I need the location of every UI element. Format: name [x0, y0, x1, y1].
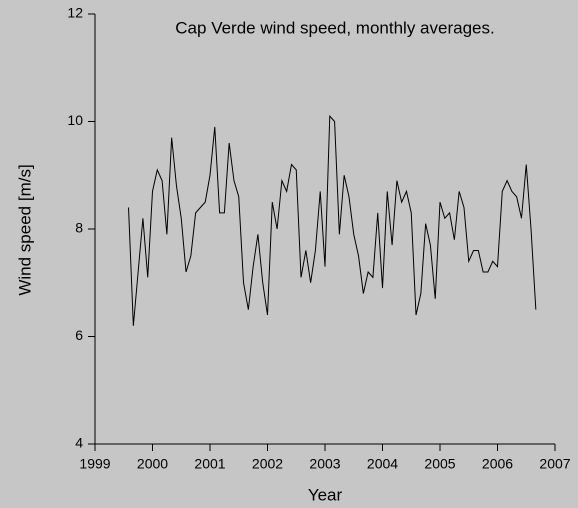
x-tick-label: 2001 — [194, 456, 225, 472]
x-tick-label: 2003 — [309, 456, 340, 472]
x-tick-label: 2005 — [424, 456, 455, 472]
y-tick-label: 4 — [75, 435, 83, 451]
x-tick-label: 2006 — [482, 456, 513, 472]
chart-title: Cap Verde wind speed, monthly averages. — [175, 18, 494, 37]
x-tick-label: 1999 — [79, 456, 110, 472]
y-tick-label: 12 — [67, 5, 83, 21]
x-tick-label: 2004 — [367, 456, 398, 472]
x-tick-label: 2007 — [539, 456, 570, 472]
y-tick-label: 10 — [67, 112, 83, 128]
x-tick-label: 2000 — [137, 456, 168, 472]
y-tick-label: 6 — [75, 327, 83, 343]
x-axis-label: Year — [308, 485, 343, 504]
y-axis-label: Wind speed [m/s] — [15, 164, 34, 295]
data-line — [128, 114, 537, 326]
x-tick-label: 2002 — [252, 456, 283, 472]
y-tick-label: 8 — [75, 220, 83, 236]
